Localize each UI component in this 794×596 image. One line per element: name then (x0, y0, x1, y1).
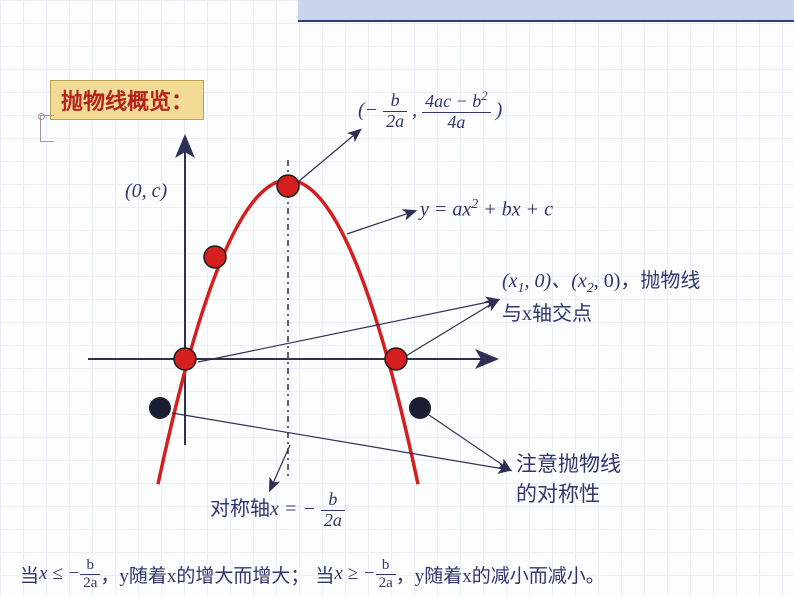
monotonicity-text: 当x ≤ − b2a ，y随着x的增大而增大； 当x ≥ − b2a ，y随着x… (20, 557, 774, 591)
axis-of-symmetry-label: 对称轴x = − b2a (210, 490, 345, 531)
symmetry-note: 注意抛物线 的对称性 (516, 448, 621, 508)
vertex-formula: (− b2a , 4ac − b24a ) (358, 90, 502, 133)
y-intercept-label: (0, c) (125, 180, 167, 203)
equation-label: y = ax2 + bx + c (420, 197, 553, 222)
x-intercepts-label: (x1, 0)、(x2, 0)，抛物线 与x轴交点 (502, 264, 700, 326)
